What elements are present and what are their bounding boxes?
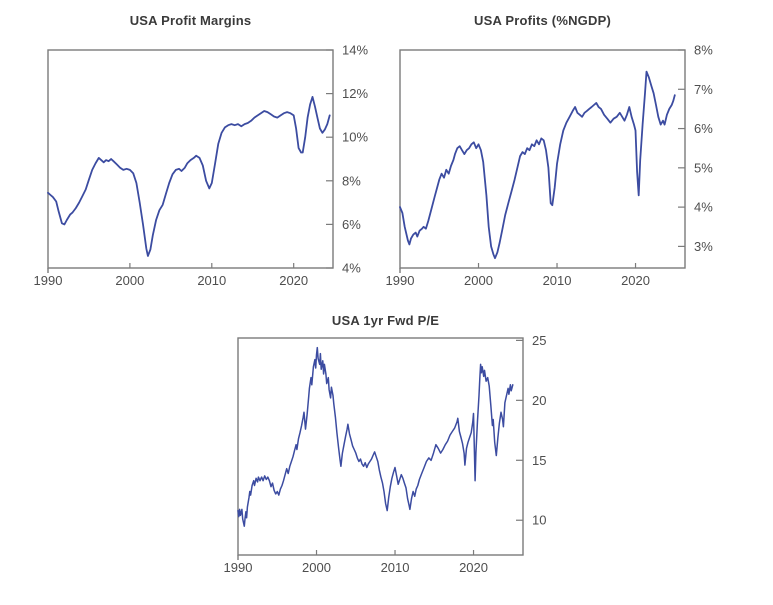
x-tick-label: 1990 bbox=[34, 273, 63, 288]
y-tick-label: 20 bbox=[532, 393, 546, 408]
y-tick-label: 25 bbox=[532, 333, 546, 348]
y-tick-label: 5% bbox=[694, 160, 713, 175]
y-tick-label: 14% bbox=[342, 43, 368, 58]
x-tick-label: 2020 bbox=[279, 273, 308, 288]
y-tick-label: 12% bbox=[342, 86, 368, 101]
chart-usa-profits-ngdp: USA Profits (%NGDP) 1990 2000 2010 2020 3% 4%… bbox=[352, 0, 773, 300]
y-tick-label: 6% bbox=[694, 121, 713, 136]
x-tick-label: 2020 bbox=[459, 560, 488, 575]
x-tick-label: 2020 bbox=[621, 273, 650, 288]
chart-usa-profit-margins: USA Profit Margins 1990 2000 2010 2020 4% 6% 8… bbox=[0, 0, 386, 300]
data-line bbox=[237, 346, 514, 527]
plot-area-usa-profits-ngdp: 1990 2000 2010 2020 3% 4% 5% 6% 7% 8% bbox=[386, 43, 714, 289]
x-tick-label: 2010 bbox=[197, 273, 226, 288]
chart-title-usa-profit-margins: USA Profit Margins bbox=[129, 13, 252, 28]
y-tick-label: 8% bbox=[342, 173, 361, 188]
chart-usa-1yr-fwd-pe: USA 1yr Fwd P/E 1990 2000 2010 2020 10 15 20 25 bbox=[190, 310, 586, 605]
axis: 1990 2000 2010 2020 3% 4% 5% 6% 7% 8% bbox=[386, 43, 714, 289]
data-line bbox=[47, 96, 331, 257]
data-line bbox=[399, 70, 676, 260]
y-tick-label: 7% bbox=[694, 82, 713, 97]
plot-area-usa-1yr-fwd-pe: 1990 2000 2010 2020 10 15 20 25 bbox=[224, 333, 547, 575]
y-tick-label: 10% bbox=[342, 130, 368, 145]
y-tick-label: 15 bbox=[532, 453, 546, 468]
axis: 1990 2000 2010 2020 4% 6% 8% 10% 12% 14% bbox=[34, 43, 369, 289]
plot-area-usa-profit-margins: 1990 2000 2010 2020 4% 6% 8% 10% 12% 14% bbox=[34, 43, 369, 289]
axis: 1990 2000 2010 2020 10 15 20 25 bbox=[224, 333, 547, 575]
x-tick-label: 2000 bbox=[115, 273, 144, 288]
chart-title-usa-profits-ngdp: USA Profits (%NGDP) bbox=[474, 13, 611, 28]
chart-title-usa-1yr-fwd-pe: USA 1yr Fwd P/E bbox=[331, 313, 440, 328]
y-tick-label: 4% bbox=[694, 200, 713, 215]
y-tick-label: 6% bbox=[342, 217, 361, 232]
x-tick-label: 2000 bbox=[302, 560, 331, 575]
x-tick-label: 2010 bbox=[381, 560, 410, 575]
x-tick-label: 2010 bbox=[543, 273, 572, 288]
x-tick-label: 2000 bbox=[464, 273, 493, 288]
x-tick-label: 1990 bbox=[386, 273, 415, 288]
y-tick-label: 8% bbox=[694, 43, 713, 58]
x-tick-label: 1990 bbox=[224, 560, 253, 575]
y-tick-label: 4% bbox=[342, 261, 361, 276]
y-tick-label: 10 bbox=[532, 513, 546, 528]
y-tick-label: 3% bbox=[694, 239, 713, 254]
